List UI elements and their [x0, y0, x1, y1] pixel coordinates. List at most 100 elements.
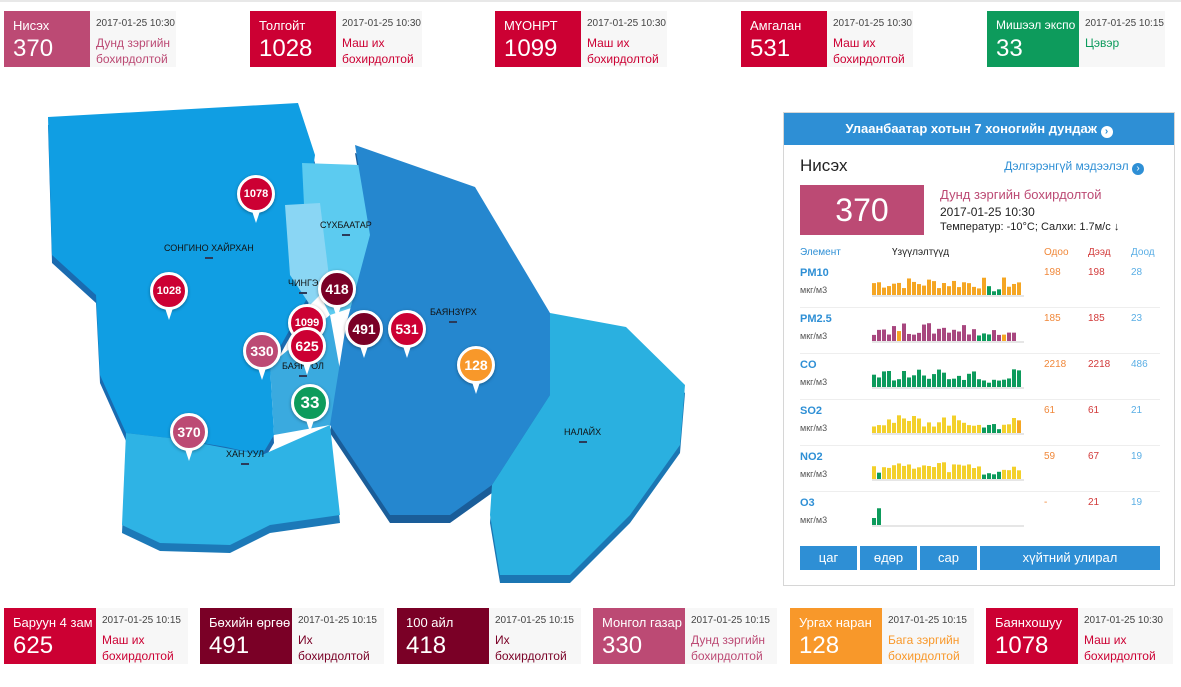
- spark-bar: [877, 377, 881, 387]
- card-info: 2017-01-25 10:15 Их бохирдолтой: [292, 608, 384, 664]
- station-card-mongol-gazar[interactable]: Монгол газар 330 2017-01-25 10:15 Дунд з…: [593, 608, 777, 664]
- station-name: Толгойт: [259, 18, 306, 33]
- pollutant-row-o3: O3 мкг/м3 - 21 19: [800, 491, 1160, 537]
- tab-winter-season[interactable]: хүйтний улирал: [980, 546, 1160, 570]
- tab-day[interactable]: өдөр: [860, 546, 917, 570]
- card-info: 2017-01-25 10:15 Дунд зэргийн бохирдолто…: [685, 608, 777, 664]
- timestamp: 2017-01-25 10:30: [342, 18, 421, 29]
- spark-bar: [887, 286, 891, 295]
- status-text: Их бохирдолтой: [495, 633, 567, 663]
- spark-bar: [902, 288, 906, 295]
- spark-bar: [927, 465, 931, 479]
- pin-tail: [472, 382, 480, 394]
- spark-bar: [922, 465, 926, 479]
- station-card-amgalan[interactable]: Амгалан 531 2017-01-25 10:30 Маш их бохи…: [741, 11, 913, 67]
- spark-bar: [907, 278, 911, 295]
- spark-bar: [877, 508, 881, 525]
- spark-bar: [962, 465, 966, 479]
- spark-bar: [937, 288, 941, 295]
- map-pin-baruun-4-zam[interactable]: 625: [288, 327, 328, 379]
- spark-bar: [982, 380, 986, 387]
- spark-bar: [912, 416, 916, 433]
- detail-link[interactable]: Дэлгэрэнгүй мэдээлэл ›: [1004, 159, 1144, 175]
- station-card-tolgoit[interactable]: Толгойт 1028 2017-01-25 10:30 Маш их бох…: [250, 11, 422, 67]
- weather-text: Температур: -10°C; Салхи: 1.7м/с: [940, 221, 1111, 233]
- value-high: 185: [1088, 313, 1105, 324]
- map-pin-misheel-expo[interactable]: 33: [291, 384, 331, 436]
- status-text: Маш их бохирдолтой: [833, 36, 905, 66]
- spark-bar: [917, 418, 921, 433]
- spark-bar: [1002, 424, 1006, 433]
- district-sukhbaatar: СҮХБААТАР: [320, 220, 372, 236]
- spark-bar: [887, 467, 891, 479]
- pin-tail: [185, 449, 193, 461]
- spark-bar: [997, 334, 1001, 341]
- map-pin-urgakh-naran[interactable]: 128: [457, 346, 497, 398]
- spark-bar: [1012, 332, 1016, 341]
- status-text: Маш их бохирдолтой: [1084, 633, 1156, 663]
- spark-bar: [977, 288, 981, 295]
- card-value-box: 100 айл 418: [397, 608, 489, 664]
- timestamp: 2017-01-25 10:30: [96, 18, 175, 29]
- spark-bar: [1012, 418, 1016, 433]
- station-name: Монгол газар: [602, 615, 682, 630]
- timestamp: 2017-01-25 10:30: [1084, 615, 1163, 626]
- spark-bar: [887, 419, 891, 433]
- spark-bar: [927, 323, 931, 341]
- pm25-sparkline: [872, 323, 1024, 343]
- station-name: МҮОНРТ: [504, 18, 558, 33]
- spark-bar: [897, 282, 901, 295]
- tab-hour[interactable]: цаг: [800, 546, 857, 570]
- map-pin-100-ail[interactable]: 418: [318, 270, 358, 322]
- spark-bar: [962, 422, 966, 433]
- card-info: 2017-01-25 10:15 Их бохирдолтой: [489, 608, 581, 664]
- spark-bar: [902, 418, 906, 433]
- map-pin-bayankhoshuu[interactable]: 1078: [237, 175, 277, 227]
- spark-bar: [952, 415, 956, 433]
- station-title: Нисэх: [800, 156, 848, 175]
- station-card-urgakh-naran[interactable]: Ургах наран 128 2017-01-25 10:15 Бага зэ…: [790, 608, 974, 664]
- spark-bar: [982, 427, 986, 433]
- station-card-100-ail[interactable]: 100 айл 418 2017-01-25 10:15 Их бохирдол…: [397, 608, 581, 664]
- card-value-box: Монгол газар 330: [593, 608, 685, 664]
- spark-bar: [982, 333, 986, 341]
- spark-bar: [902, 323, 906, 341]
- status-text: Дунд зэргийн бохирдолтой: [691, 633, 766, 663]
- o3-sparkline: [872, 508, 1024, 527]
- spark-bar: [947, 379, 951, 387]
- station-card-bayankhoshuu[interactable]: Баянхошуу 1078 2017-01-25 10:30 Маш их б…: [986, 608, 1173, 664]
- spark-bar: [937, 328, 941, 341]
- pin-tail: [360, 346, 368, 358]
- station-name: 100 айл: [406, 615, 454, 630]
- timestamp: 2017-01-25 10:15: [495, 615, 574, 626]
- map-pin-mongol-gazar[interactable]: 330: [243, 332, 283, 384]
- map-pin-nisekh[interactable]: 370: [170, 413, 210, 465]
- card-value-box: Мишээл экспо 33: [987, 11, 1079, 67]
- spark-bar: [882, 425, 886, 433]
- no2-sparkline: [872, 462, 1024, 481]
- card-info: 2017-01-25 10:30 Маш их бохирдолтой: [581, 11, 667, 67]
- spark-bar: [922, 426, 926, 433]
- pollutant-unit: мкг/м3: [800, 515, 828, 525]
- pin-value: 1078: [237, 175, 275, 213]
- spark-bar: [992, 379, 996, 387]
- pollutant-row-no2: NO2 мкг/м3 59 67 19: [800, 445, 1160, 492]
- station-card-nisekh[interactable]: Нисэх 370 2017-01-25 10:30 Дунд зэргийн …: [4, 11, 176, 67]
- spark-bar: [1007, 470, 1011, 479]
- map-pin-amgalan[interactable]: 531: [388, 310, 428, 362]
- map-pin-bukhiin-urguu[interactable]: 491: [345, 310, 385, 362]
- value-low: 486: [1131, 359, 1148, 370]
- tab-month[interactable]: сар: [920, 546, 977, 570]
- spark-bar: [1017, 282, 1021, 295]
- station-card-muonrt[interactable]: МҮОНРТ 1099 2017-01-25 10:30 Маш их бохи…: [495, 11, 667, 67]
- status-text: Маш их бохирдолтой: [102, 633, 174, 663]
- station-card-bukhiin-urguu[interactable]: Бөхийн өргөө 491 2017-01-25 10:15 Их бох…: [200, 608, 384, 664]
- district-map[interactable]: СОНГИНО ХАЙРХАН СҮХБААТАР ЧИНГЭ БАЯНЗҮРХ…: [30, 95, 710, 595]
- pin-value: 418: [318, 270, 356, 308]
- spark-bar: [957, 420, 961, 433]
- map-pin-tolgoit[interactable]: 1028: [150, 272, 190, 324]
- station-card-misheel-expo[interactable]: Мишээл экспо 33 2017-01-25 10:15 Цэвэр: [987, 11, 1173, 67]
- weekly-average-button[interactable]: Улаанбаатар хотын 7 хоногийн дундаж ›: [784, 113, 1174, 145]
- station-card-baruun-4-zam[interactable]: Баруун 4 зам 625 2017-01-25 10:15 Маш их…: [4, 608, 188, 664]
- card-info: 2017-01-25 10:15 Бага зэргийн бохирдолто…: [882, 608, 974, 664]
